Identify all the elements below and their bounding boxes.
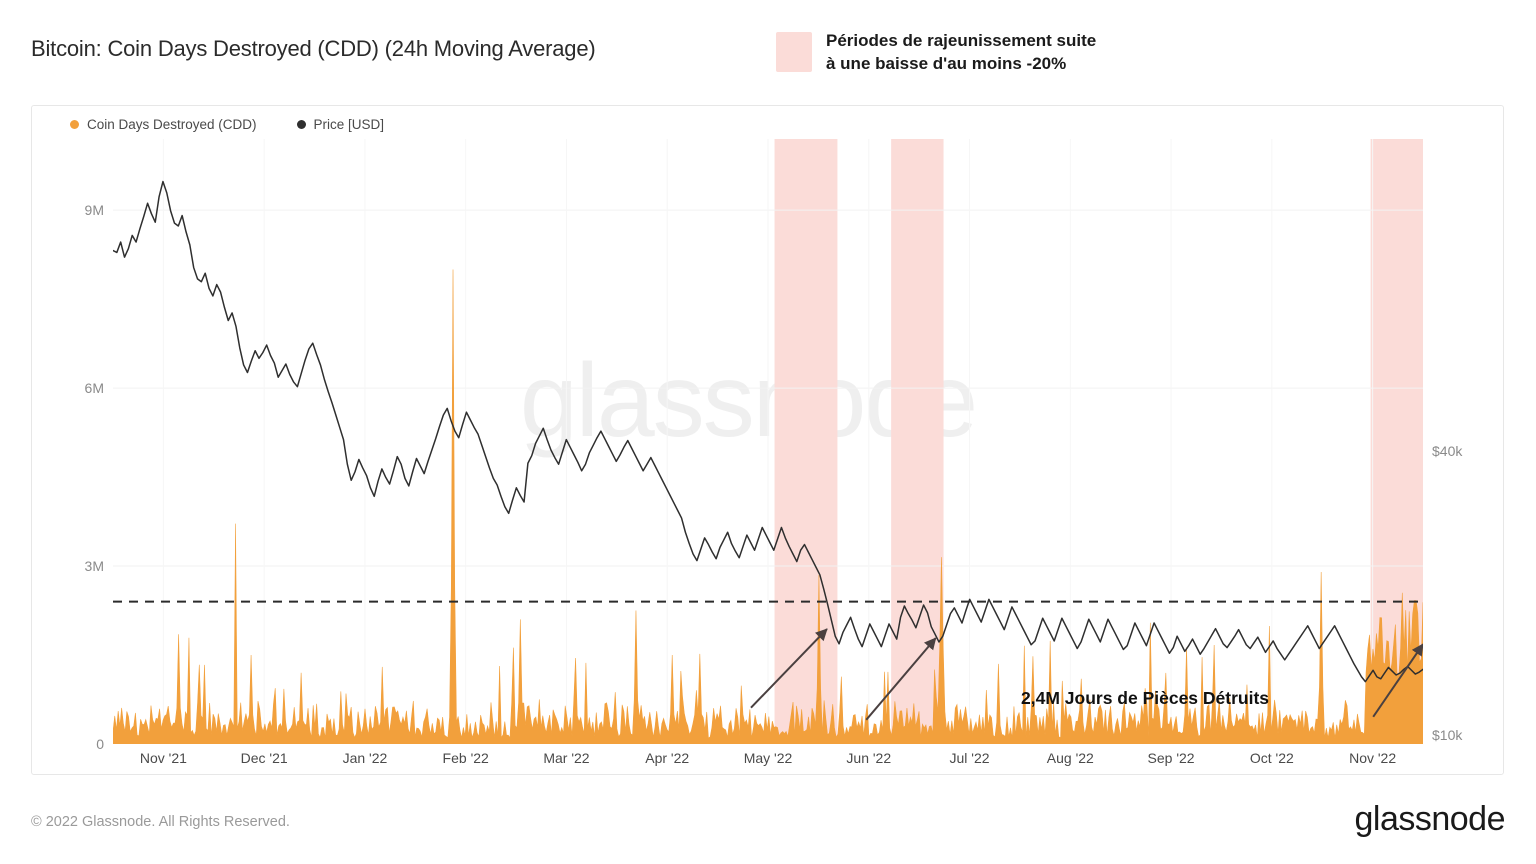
- legend-item-cdd[interactable]: Coin Days Destroyed (CDD): [70, 117, 257, 132]
- y-axis-right: $40k $10k: [1432, 139, 1502, 744]
- highlight-band: [891, 139, 944, 744]
- x-axis-tick-label: May '22: [743, 750, 793, 766]
- plot-area: glassnode: [113, 139, 1423, 744]
- highlight-band: [774, 139, 838, 744]
- x-axis-tick-label: Dec '21: [240, 750, 288, 766]
- x-axis-tick-label: Nov '21: [139, 750, 187, 766]
- y-axis-left-tick-label: 3M: [84, 558, 104, 575]
- y-axis-left-tick-label: 9M: [84, 202, 104, 219]
- plot-svg: [113, 139, 1423, 744]
- cdd-area-series: [113, 269, 1423, 744]
- y-axis-left-tick-label: 6M: [84, 380, 104, 397]
- circle-icon: [70, 120, 79, 129]
- x-axis-tick-label: Jul '22: [949, 750, 990, 766]
- y-axis-right-tick-label: $40k: [1432, 442, 1463, 459]
- highlight-band-legend: Périodes de rajeunissement suite à une b…: [776, 30, 1096, 76]
- x-axis-tick-label: Apr '22: [645, 750, 690, 766]
- x-axis-tick-label: Feb '22: [442, 750, 489, 766]
- legend-item-price[interactable]: Price [USD]: [296, 117, 385, 132]
- circle-icon: [296, 120, 306, 129]
- series-legend: Coin Days Destroyed (CDD) Price [USD]: [70, 117, 384, 132]
- x-axis-tick-label: Jun '22: [846, 750, 892, 766]
- x-axis-tick-label: Sep '22: [1147, 750, 1195, 766]
- chart-card: Coin Days Destroyed (CDD) Price [USD] 9M…: [31, 105, 1504, 775]
- legend-item-cdd-label: Coin Days Destroyed (CDD): [87, 117, 257, 132]
- highlight-band-swatch: [776, 32, 812, 72]
- x-axis-tick-label: Mar '22: [543, 750, 590, 766]
- y-axis-left-tick-label: 0: [96, 736, 104, 752]
- x-axis-tick-label: Aug '22: [1046, 750, 1094, 766]
- arrow-annotation: [750, 628, 828, 709]
- legend-item-price-label: Price [USD]: [313, 117, 385, 132]
- y-axis-left: 9M 6M 3M 0: [60, 139, 104, 752]
- footer-logo: glassnode: [1354, 800, 1505, 838]
- y-axis-right-tick-label: $10k: [1432, 726, 1463, 743]
- price-line-series: [113, 180, 1423, 683]
- footer-copyright: © 2022 Glassnode. All Rights Reserved.: [31, 814, 290, 830]
- x-axis: Nov '21 Dec '21 Jan '22 Feb '22 Mar '22 Apr '…: [113, 750, 1423, 774]
- x-axis-tick-label: Jan '22: [342, 750, 388, 766]
- highlight-band-legend-label: Périodes de rajeunissement suite à une b…: [826, 31, 1097, 73]
- x-axis-tick-label: Nov '22: [1349, 750, 1397, 766]
- page-title: Bitcoin: Coin Days Destroyed (CDD) (24h …: [31, 36, 596, 61]
- chart-header: Bitcoin: Coin Days Destroyed (CDD) (24h …: [0, 0, 1536, 95]
- x-axis-tick-label: Oct '22: [1249, 750, 1294, 766]
- arrow-annotation: [865, 637, 937, 721]
- threshold-annotation-label: 2,4M Jours de Pièces Détruits: [1021, 688, 1270, 708]
- arrow-annotation: [1372, 643, 1423, 718]
